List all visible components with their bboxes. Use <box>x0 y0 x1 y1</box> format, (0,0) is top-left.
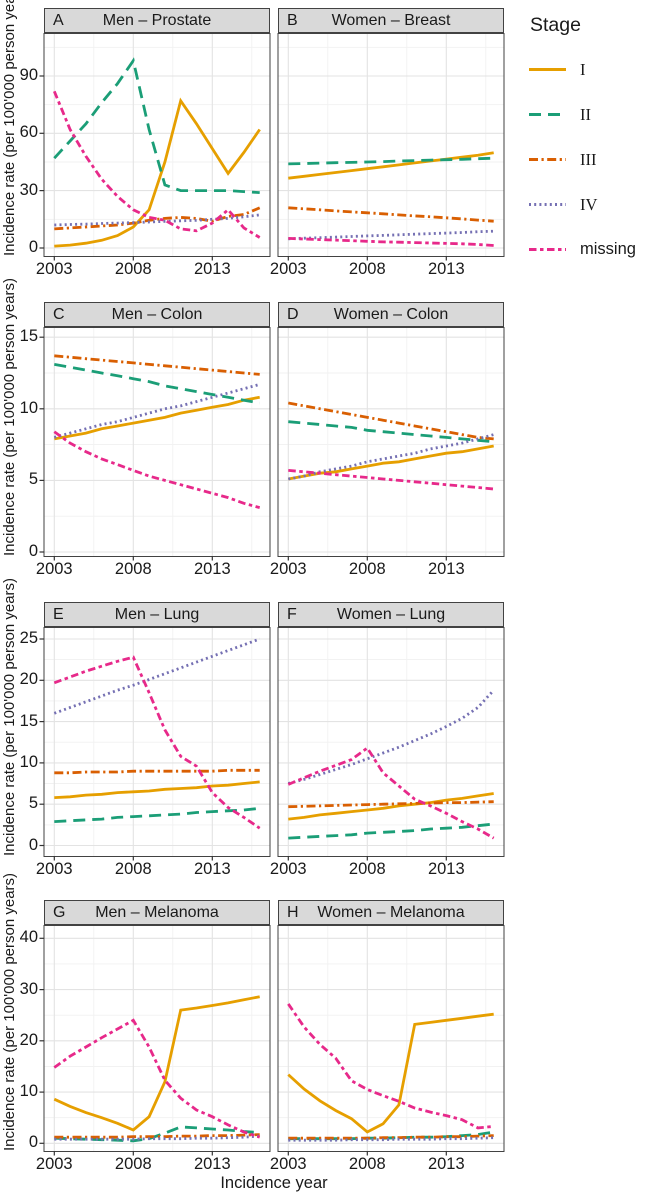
legend-item-stage-iii: III <box>528 137 650 182</box>
panel-b-plot <box>277 33 505 261</box>
strip-panel-e: E Men – Lung <box>44 602 270 627</box>
y-axis-title: Incidence rate (per 100'000 person years… <box>1 277 18 556</box>
panel-title: Men – Melanoma <box>95 904 219 921</box>
legend-label: IV <box>580 194 598 214</box>
x-tick-label: 2008 <box>114 1155 152 1173</box>
stage-iii-line-sample <box>529 158 566 161</box>
x-tick-label: 2008 <box>114 560 152 578</box>
legend-item-stage-missing: missing <box>528 227 650 272</box>
x-tick-label: 2013 <box>193 560 231 578</box>
panel-letter: F <box>287 605 297 623</box>
panel-f-plot <box>277 627 505 861</box>
y-tick-label: 5 <box>28 470 38 489</box>
legend-title: Stage <box>530 14 581 36</box>
legend-item-stage-i: I <box>528 47 650 92</box>
legend-label: II <box>580 104 591 124</box>
panel-letter: E <box>53 605 64 623</box>
y-tick-label: 10 <box>19 398 38 417</box>
x-tick-label: 2003 <box>269 860 307 878</box>
panel-title: Women – Colon <box>333 306 449 323</box>
panel-d-plot <box>277 327 505 561</box>
strip-panel-h: H Women – Melanoma <box>278 900 504 925</box>
x-tick-label: 2013 <box>427 860 465 878</box>
panel-letter: H <box>287 903 299 921</box>
panel-title: Men – Colon <box>111 306 203 323</box>
y-tick-label: 0 <box>28 835 38 854</box>
x-tick-label: 2003 <box>35 860 73 878</box>
x-tick-label: 2013 <box>427 1155 465 1173</box>
legend-label: III <box>580 149 597 169</box>
x-tick-label: 2008 <box>348 560 386 578</box>
panel-letter: G <box>53 903 66 921</box>
x-tick-label: 2003 <box>269 560 307 578</box>
x-tick-label: 2013 <box>427 560 465 578</box>
y-tick-label: 20 <box>19 1030 38 1049</box>
panel-letter: A <box>53 11 64 29</box>
x-tick-label: 2003 <box>35 260 73 278</box>
x-tick-label: 2008 <box>114 860 152 878</box>
y-tick-label: 15 <box>19 327 38 346</box>
x-tick-label: 2013 <box>193 860 231 878</box>
x-tick-label: 2013 <box>427 260 465 278</box>
stage-iv-line-sample <box>529 203 566 206</box>
y-tick-label: 25 <box>19 628 38 647</box>
y-axis-title: Incidence rate (per 100'000 person years… <box>1 577 18 856</box>
stage-ii-line-sample <box>529 113 566 116</box>
panel-title: Women – Lung <box>336 606 446 623</box>
strip-panel-f: F Women – Lung <box>278 602 504 627</box>
x-tick-label: 2003 <box>35 560 73 578</box>
y-tick-label: 0 <box>28 541 38 560</box>
panel-h-plot <box>277 925 505 1156</box>
x-tick-label: 2008 <box>348 860 386 878</box>
x-tick-label: 2003 <box>35 1155 73 1173</box>
y-tick-label: 15 <box>19 711 38 730</box>
panel-title: Men – Prostate <box>102 12 212 29</box>
x-tick-label: 2008 <box>114 260 152 278</box>
strip-panel-b: B Women – Breast <box>278 8 504 33</box>
x-tick-label: 2003 <box>269 1155 307 1173</box>
panel-title: Women – Breast <box>331 12 451 29</box>
x-axis-title: Incidence year <box>220 1174 328 1192</box>
panel-a-plot <box>39 33 271 261</box>
x-tick-label: 2003 <box>269 260 307 278</box>
strip-panel-d: D Women – Colon <box>278 302 504 327</box>
panel-title: Men – Lung <box>114 606 200 623</box>
y-tick-label: 30 <box>19 979 38 998</box>
panel-letter: C <box>53 305 65 323</box>
strip-panel-c: C Men – Colon <box>44 302 270 327</box>
x-tick-label: 2013 <box>193 260 231 278</box>
x-tick-label: 2008 <box>348 1155 386 1173</box>
y-tick-label: 60 <box>19 123 38 142</box>
x-tick-label: 2013 <box>193 1155 231 1173</box>
y-tick-label: 10 <box>19 752 38 771</box>
y-tick-label: 90 <box>19 65 38 84</box>
legend-item-stage-iv: IV <box>528 182 650 227</box>
y-tick-label: 10 <box>19 1082 38 1101</box>
panel-c-plot <box>39 327 271 561</box>
x-tick-label: 2008 <box>348 260 386 278</box>
stage-i-line-sample <box>529 68 566 71</box>
legend-item-stage-ii: II <box>528 92 650 137</box>
panel-letter: D <box>287 305 299 323</box>
y-tick-label: 20 <box>19 670 38 689</box>
strip-panel-a: A Men – Prostate <box>44 8 270 33</box>
panel-g-plot <box>39 925 271 1156</box>
y-tick-label: 0 <box>28 1133 38 1152</box>
legend: Stage I II III IV missing <box>528 12 650 272</box>
stage-missing-line-sample <box>529 248 566 251</box>
y-tick-label: 5 <box>28 794 38 813</box>
panel-e-plot <box>39 627 271 861</box>
y-tick-label: 40 <box>19 928 38 947</box>
legend-label: missing <box>580 240 636 258</box>
panel-letter: B <box>287 11 298 29</box>
y-tick-label: 0 <box>28 237 38 256</box>
panel-title: Women – Melanoma <box>317 904 465 921</box>
legend-label: I <box>580 59 586 79</box>
strip-panel-g: G Men – Melanoma <box>44 900 270 925</box>
y-tick-label: 30 <box>19 180 38 199</box>
